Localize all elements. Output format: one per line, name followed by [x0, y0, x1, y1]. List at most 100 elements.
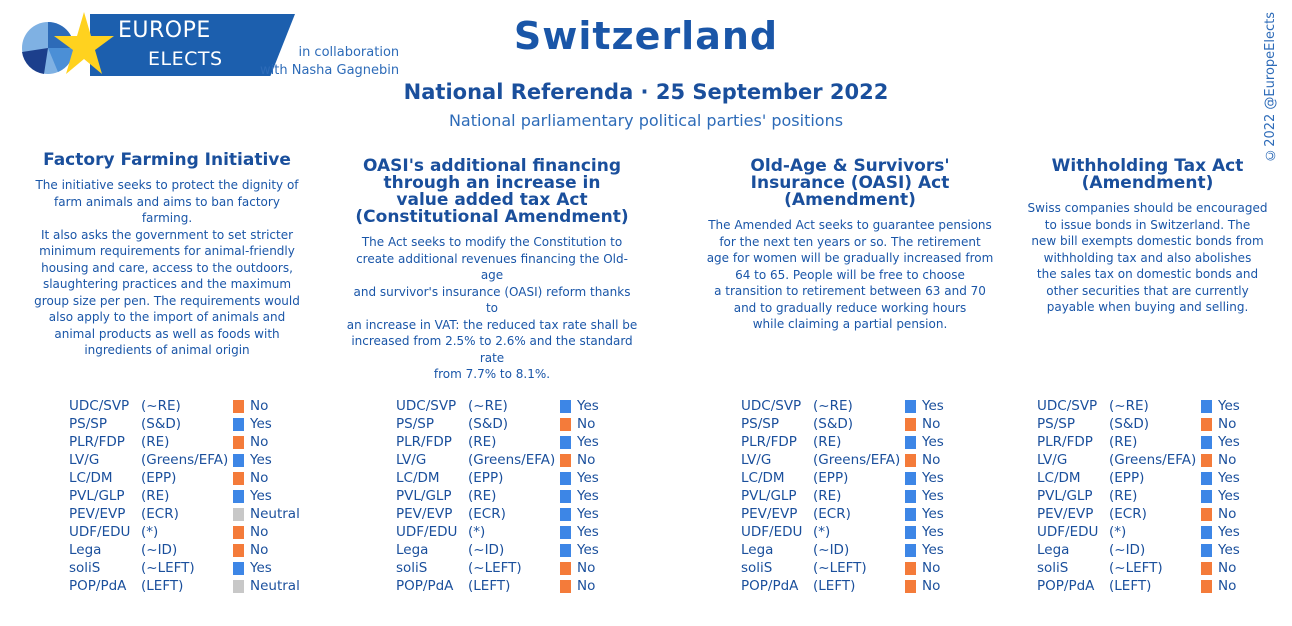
- position-label: Yes: [1218, 542, 1240, 558]
- position-label: No: [1218, 416, 1237, 432]
- party-group: (RE): [468, 434, 497, 450]
- referendum-description: The Amended Act seeks to guarantee pensi…: [705, 217, 995, 333]
- position-row: PEV/EVP (ECR) Neutral: [69, 505, 310, 523]
- referendum-description: The initiative seeks to protect the dign…: [32, 177, 302, 359]
- position-label: No: [577, 578, 596, 594]
- desc-line: a transition to retirement between 63 an…: [714, 284, 986, 298]
- position-label: Yes: [577, 506, 599, 522]
- position-label: No: [250, 434, 269, 450]
- party-group: (~ID): [141, 542, 178, 558]
- position-label: Yes: [922, 524, 944, 540]
- position-label: Yes: [577, 434, 599, 450]
- position-marker: [1201, 471, 1212, 485]
- position-marker: [233, 489, 244, 503]
- party-group: (LEFT): [813, 578, 856, 594]
- position-label: Yes: [1218, 470, 1240, 486]
- party-group: (~ID): [1109, 542, 1146, 558]
- party-name: PVL/GLP: [69, 488, 125, 504]
- party-group: (RE): [468, 488, 497, 504]
- party-name: UDC/SVP: [69, 398, 130, 414]
- party-name: PLR/FDP: [396, 434, 452, 450]
- collab-line-1: in collaboration: [298, 45, 400, 60]
- positions-table-3: UDC/SVP (~RE) Yes PS/SP (S&D) No PLR/FDP (RE) Ye…: [741, 397, 982, 595]
- desc-line: The initiative seeks to protect the dign…: [35, 178, 299, 192]
- desc-line: payable when buying and selling.: [1046, 300, 1249, 314]
- position-label: No: [1218, 578, 1237, 594]
- party-name: PLR/FDP: [741, 434, 797, 450]
- desc-line: while claiming a partial pension.: [752, 317, 948, 331]
- desc-line: and survivor's insurance (OASI) reform t…: [353, 284, 631, 316]
- position-marker: [560, 435, 571, 449]
- position-marker: [560, 543, 571, 557]
- party-name: PEV/EVP: [69, 506, 126, 522]
- desc-line: age for women will be gradually increase…: [706, 251, 994, 265]
- position-label: No: [577, 416, 596, 432]
- referendum-title: OASI's additional financing through an i…: [346, 158, 638, 226]
- collab-line-2: with Nasha Gagnebin: [260, 63, 400, 78]
- position-row: UDF/EDU (*) Yes: [1037, 523, 1278, 541]
- position-row: LV/G (Greens/EFA) Yes: [69, 451, 310, 469]
- party-name: POP/PdA: [396, 578, 454, 594]
- desc-line: create additional revenues financing the…: [356, 251, 628, 283]
- logo-title: EUROPE: [118, 18, 211, 43]
- page-caption: National parliamentary political parties…: [448, 111, 844, 130]
- position-marker: [560, 507, 571, 521]
- europe-elects-logo: EUROPE ELECTS: [20, 12, 300, 80]
- position-marker: [1201, 561, 1212, 575]
- position-label: Yes: [577, 398, 599, 414]
- position-row: POP/PdA (LEFT) No: [396, 577, 637, 595]
- party-group: (RE): [141, 434, 170, 450]
- position-marker: [233, 417, 244, 431]
- party-group: (*): [813, 524, 831, 540]
- position-label: Yes: [250, 560, 272, 576]
- position-label: No: [250, 398, 269, 414]
- party-name: PEV/EVP: [741, 506, 798, 522]
- logo-circle-icon: [22, 22, 74, 74]
- position-row: LV/G (Greens/EFA) No: [396, 451, 637, 469]
- position-row: LC/DM (EPP) Yes: [1037, 469, 1278, 487]
- position-label: No: [922, 416, 941, 432]
- desc-line: group size per pen. The requirements wou…: [34, 293, 300, 308]
- title-line: Old-Age & Survivors': [750, 156, 950, 176]
- title-line: (Constitutional Amendment): [355, 207, 629, 227]
- collaboration-note: in collaboration with Nasha Gagnebin: [260, 44, 399, 80]
- party-group: (ECR): [1109, 506, 1147, 522]
- party-name: PS/SP: [741, 416, 779, 432]
- position-marker: [1201, 543, 1212, 557]
- position-marker: [1201, 435, 1212, 449]
- position-row: UDC/SVP (~RE) No: [69, 397, 310, 415]
- party-name: LC/DM: [741, 470, 785, 486]
- positions-table-4: UDC/SVP (~RE) Yes PS/SP (S&D) No PLR/FDP (RE) Ye…: [1037, 397, 1278, 595]
- position-label: Yes: [250, 452, 272, 468]
- party-name: UDC/SVP: [741, 398, 802, 414]
- position-marker: [1201, 579, 1212, 593]
- party-group: (RE): [813, 434, 842, 450]
- desc-line: The Amended Act seeks to guarantee pensi…: [708, 218, 992, 232]
- position-row: Lega (~ID) Yes: [1037, 541, 1278, 559]
- desc-line: withholding tax and also abolishes: [1043, 250, 1252, 265]
- party-name: LV/G: [741, 452, 772, 468]
- party-name: UDF/EDU: [396, 524, 458, 540]
- position-row: LC/DM (EPP) No: [69, 469, 310, 487]
- party-name: LV/G: [396, 452, 427, 468]
- position-row: PS/SP (S&D) No: [396, 415, 637, 433]
- position-label: No: [1218, 506, 1237, 522]
- referendum-title: Withholding Tax Act (Amendment): [1020, 158, 1275, 192]
- position-row: soliS (~LEFT) No: [396, 559, 637, 577]
- party-group: (LEFT): [468, 578, 511, 594]
- position-row: PEV/EVP (ECR) Yes: [396, 505, 637, 523]
- position-row: UDF/EDU (*) Yes: [741, 523, 982, 541]
- position-label: Yes: [577, 488, 599, 504]
- position-row: UDF/EDU (*) No: [69, 523, 310, 541]
- position-label: Yes: [922, 488, 944, 504]
- party-name: PS/SP: [396, 416, 434, 432]
- desc-line: ingredients of animal origin: [84, 343, 250, 357]
- logo-subtitle: ELECTS: [148, 48, 223, 70]
- desc-line: animal products as well as foods with: [54, 326, 280, 341]
- party-name: UDC/SVP: [1037, 398, 1098, 414]
- position-row: PEV/EVP (ECR) No: [1037, 505, 1278, 523]
- position-marker: [1201, 417, 1212, 431]
- positions-table-1: UDC/SVP (~RE) No PS/SP (S&D) Yes PLR/FDP (RE) No…: [69, 397, 310, 595]
- party-name: LV/G: [69, 452, 100, 468]
- position-marker: [905, 507, 916, 521]
